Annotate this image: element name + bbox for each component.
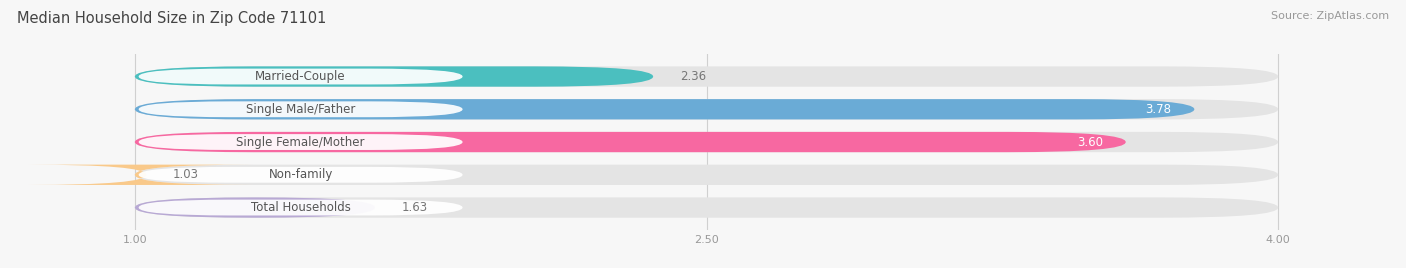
Text: Source: ZipAtlas.com: Source: ZipAtlas.com [1271, 11, 1389, 21]
FancyBboxPatch shape [135, 198, 375, 218]
Text: Non-family: Non-family [269, 168, 333, 181]
FancyBboxPatch shape [28, 165, 253, 185]
Text: Total Households: Total Households [250, 201, 350, 214]
Text: Median Household Size in Zip Code 71101: Median Household Size in Zip Code 71101 [17, 11, 326, 26]
Text: 3.60: 3.60 [1077, 136, 1102, 148]
FancyBboxPatch shape [135, 132, 1126, 152]
Text: 1.63: 1.63 [402, 201, 427, 214]
Text: 2.36: 2.36 [681, 70, 706, 83]
FancyBboxPatch shape [139, 200, 463, 215]
FancyBboxPatch shape [135, 132, 1278, 152]
FancyBboxPatch shape [139, 167, 463, 183]
Text: 1.03: 1.03 [173, 168, 198, 181]
FancyBboxPatch shape [139, 134, 463, 150]
Text: Single Male/Father: Single Male/Father [246, 103, 356, 116]
Text: Married-Couple: Married-Couple [256, 70, 346, 83]
FancyBboxPatch shape [135, 198, 1278, 218]
FancyBboxPatch shape [135, 165, 1278, 185]
FancyBboxPatch shape [139, 101, 463, 117]
FancyBboxPatch shape [135, 99, 1194, 120]
FancyBboxPatch shape [135, 66, 1278, 87]
FancyBboxPatch shape [135, 66, 654, 87]
Text: 3.78: 3.78 [1146, 103, 1171, 116]
FancyBboxPatch shape [139, 69, 463, 84]
FancyBboxPatch shape [135, 99, 1278, 120]
Text: Single Female/Mother: Single Female/Mother [236, 136, 366, 148]
